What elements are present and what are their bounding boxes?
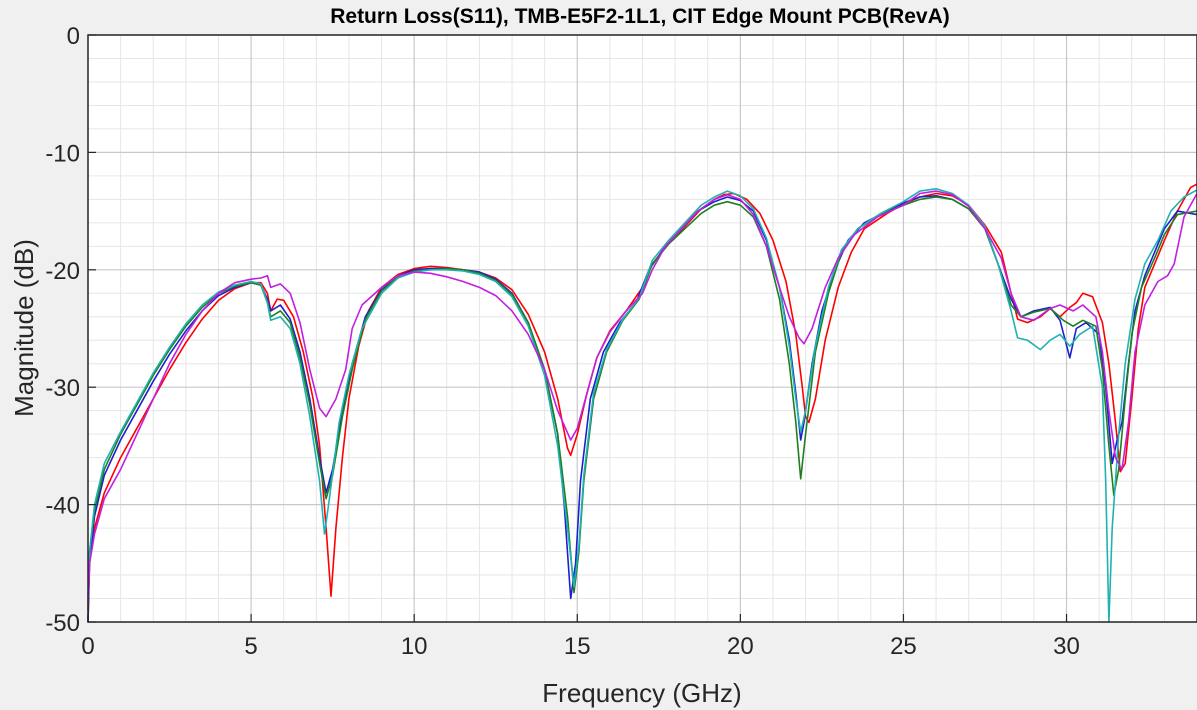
y-tick-label: 0 <box>67 23 80 50</box>
x-tick-label: 0 <box>81 633 94 660</box>
x-tick-label: 20 <box>727 633 754 660</box>
x-tick-label: 10 <box>401 633 428 660</box>
tick-labels: 0 5 10 15 20 25 30 0 -10 -20 -30 -40 -50 <box>45 23 1080 660</box>
series-line-5 <box>87 190 1197 605</box>
y-tick-label: -10 <box>45 140 80 167</box>
plot-frame <box>87 34 1197 623</box>
y-tick-label: -30 <box>45 375 80 402</box>
x-tick-label: 15 <box>564 633 591 660</box>
x-tick-label: 25 <box>890 633 917 660</box>
x-tick-label: 5 <box>244 633 257 660</box>
y-tick-label: -40 <box>45 493 80 520</box>
y-tick-label: -50 <box>45 610 80 637</box>
chart-title: Return Loss(S11), TMB-E5F2-1L1, CIT Edge… <box>330 5 950 28</box>
x-axis-label: Frequency (GHz) <box>542 678 741 708</box>
y-axis-label: Magnitude (dB) <box>9 239 39 417</box>
series-line-4 <box>87 188 1197 623</box>
axes-layer <box>87 34 1197 623</box>
y-tick-label: -20 <box>45 258 80 285</box>
series-layer <box>87 183 1197 623</box>
minor-grid <box>88 35 1197 622</box>
x-tick-label: 30 <box>1053 633 1080 660</box>
